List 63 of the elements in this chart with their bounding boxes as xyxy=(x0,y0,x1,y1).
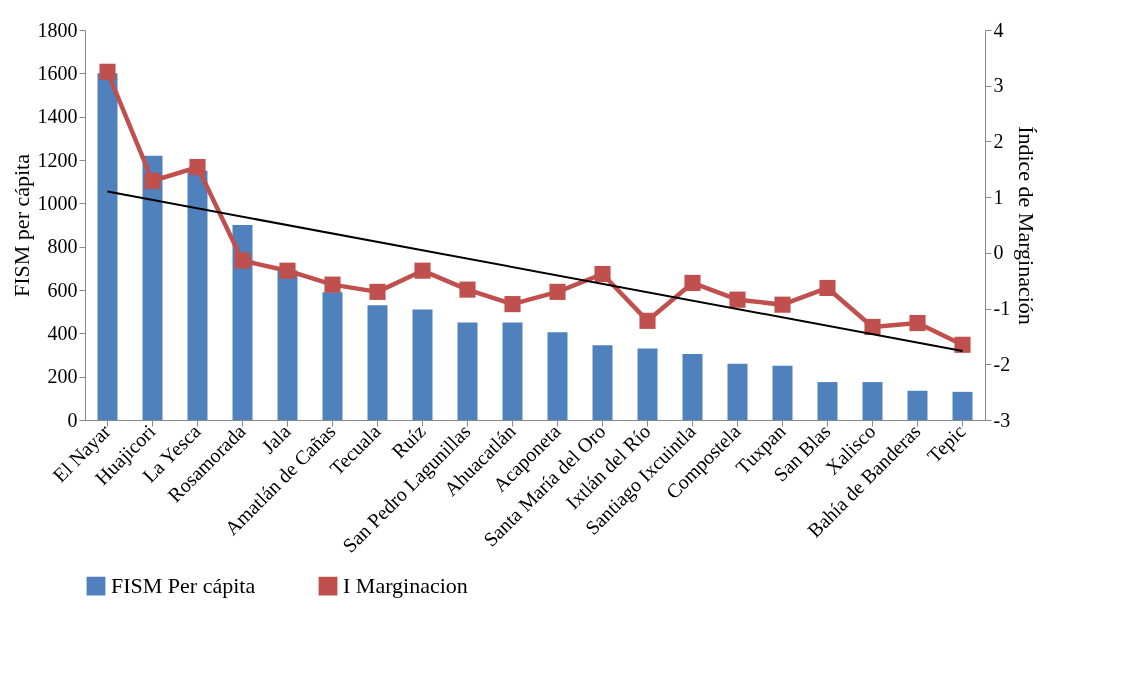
point xyxy=(594,265,611,283)
y-tick-label: 1400 xyxy=(37,105,78,128)
y-tick-label: 1200 xyxy=(37,148,78,171)
y2-tick-label: 1 xyxy=(993,185,1004,208)
bar xyxy=(232,225,253,420)
point xyxy=(729,291,746,308)
point xyxy=(144,172,161,190)
y-tick-label: 1000 xyxy=(37,191,78,214)
y2-tick-label: 2 xyxy=(993,129,1004,152)
y2-tick-label: -1 xyxy=(993,297,1011,320)
point xyxy=(504,296,521,313)
y2-tick-label: 4 xyxy=(993,18,1004,41)
bar xyxy=(322,292,343,420)
bar xyxy=(907,390,928,420)
bar xyxy=(682,353,703,420)
legend-label: FISM Per cápita xyxy=(111,573,256,599)
y-tick-label: 800 xyxy=(47,235,78,258)
bar xyxy=(457,322,478,420)
bar xyxy=(277,270,298,420)
point xyxy=(864,318,881,336)
x-tick-label: Jala xyxy=(257,419,295,458)
bar xyxy=(817,382,838,420)
y-tick-label: 200 xyxy=(47,365,78,388)
y2-tick-label: -2 xyxy=(993,352,1011,375)
y2-tick-label: 0 xyxy=(993,241,1004,264)
point xyxy=(99,63,116,80)
point xyxy=(639,312,656,329)
bar xyxy=(772,365,793,420)
legend-label: I Marginacion xyxy=(343,573,468,599)
point xyxy=(549,283,566,300)
point xyxy=(819,279,836,297)
point xyxy=(909,315,926,332)
point xyxy=(954,336,971,353)
bar xyxy=(412,309,433,420)
y-tick-label: 0 xyxy=(67,408,78,431)
y-axis-title: FISM per cápita xyxy=(8,153,34,297)
y2-tick-label: 3 xyxy=(993,74,1004,97)
bar xyxy=(142,155,163,420)
point xyxy=(189,159,206,176)
point xyxy=(369,283,386,300)
y-tick-label: 400 xyxy=(47,321,78,344)
bar xyxy=(637,348,658,420)
bar xyxy=(727,363,748,420)
bar xyxy=(187,170,208,420)
bar xyxy=(502,322,523,420)
y2-tick-label: -3 xyxy=(993,408,1011,431)
point xyxy=(279,262,296,279)
point xyxy=(414,262,431,279)
bar xyxy=(367,305,388,420)
y-tick-label: 1600 xyxy=(37,61,78,84)
y2-axis-title: Índice de Marginación xyxy=(1014,126,1040,325)
point xyxy=(324,276,341,293)
y-tick-label: 600 xyxy=(47,278,78,301)
bar xyxy=(547,332,568,420)
y-tick-label: 1800 xyxy=(37,18,78,41)
point xyxy=(459,281,476,298)
point xyxy=(684,274,701,292)
bar xyxy=(97,73,118,420)
bar xyxy=(952,391,973,420)
point xyxy=(234,252,251,269)
bar xyxy=(592,345,613,420)
point xyxy=(774,296,791,313)
bar xyxy=(862,382,883,420)
